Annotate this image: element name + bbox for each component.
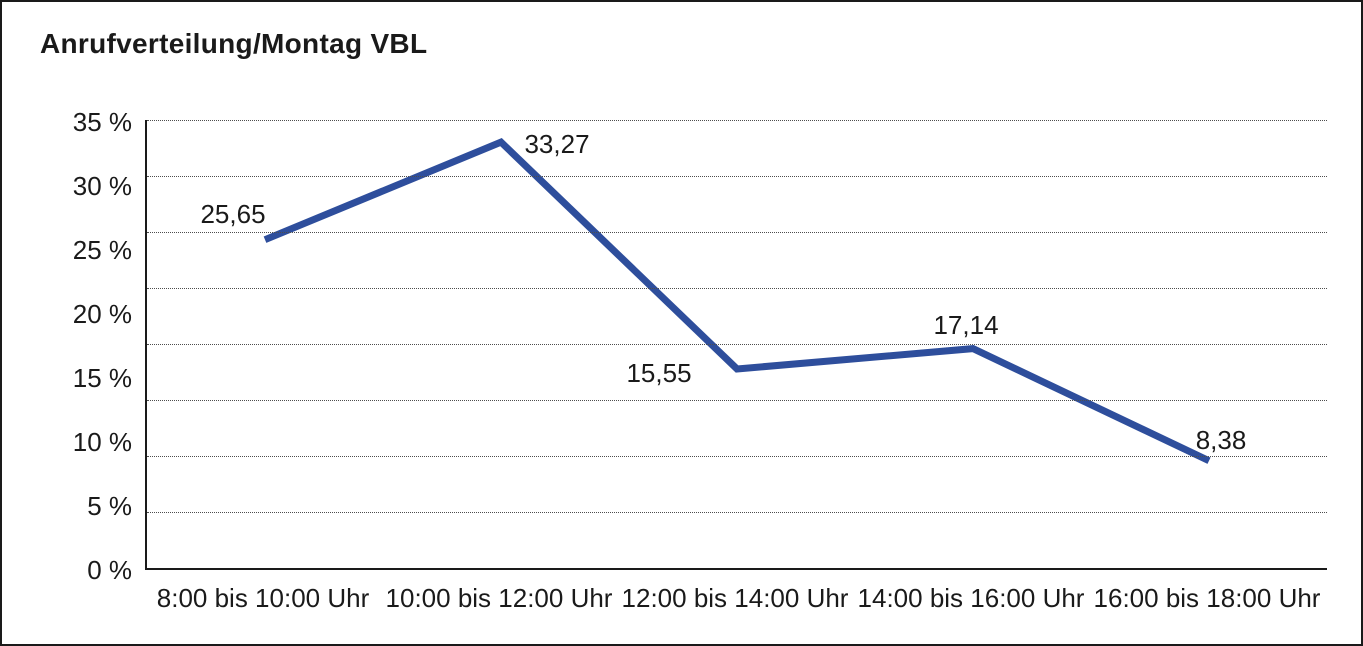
gridline: [147, 456, 1327, 457]
y-axis-tick-label: 10 %: [72, 427, 132, 457]
x-axis-category-label: 10:00 bis 12:00 Uhr: [385, 583, 613, 613]
y-axis-tick-label: 20 %: [72, 299, 132, 329]
data-point-label: 15,55: [626, 357, 692, 388]
data-point-label: 17,14: [933, 309, 999, 340]
gridline: [147, 400, 1327, 401]
x-axis-category-label: 16:00 bis 18:00 Uhr: [1093, 583, 1321, 613]
x-axis-category-label: 8:00 bis 10:00 Uhr: [156, 583, 370, 613]
y-axis-tick-label: 5 %: [87, 491, 132, 521]
y-axis-tick-label: 15 %: [72, 363, 132, 393]
y-axis-tick-label: 0 %: [87, 555, 132, 585]
gridline: [147, 288, 1327, 289]
gridline: [147, 344, 1327, 345]
line-series: [263, 138, 1211, 464]
y-axis-tick-label: 35 %: [72, 107, 132, 137]
data-point-label: 8,38: [1195, 424, 1247, 455]
y-axis-tick-label: 30 %: [72, 171, 132, 201]
chart-title: Anrufverteilung/Montag VBL: [40, 28, 428, 59]
x-axis-category-label: 14:00 bis 16:00 Uhr: [857, 583, 1085, 613]
gridline: [147, 120, 1327, 121]
gridline: [147, 512, 1327, 513]
plot-area: [145, 120, 1327, 570]
gridline: [147, 176, 1327, 177]
data-line: [263, 138, 1211, 464]
data-point-label: 25,65: [200, 198, 266, 229]
gridline: [147, 232, 1327, 233]
x-axis-category-label: 12:00 bis 14:00 Uhr: [621, 583, 849, 613]
y-axis-tick-label: 25 %: [72, 235, 132, 265]
data-point-label: 33,27: [524, 129, 590, 160]
